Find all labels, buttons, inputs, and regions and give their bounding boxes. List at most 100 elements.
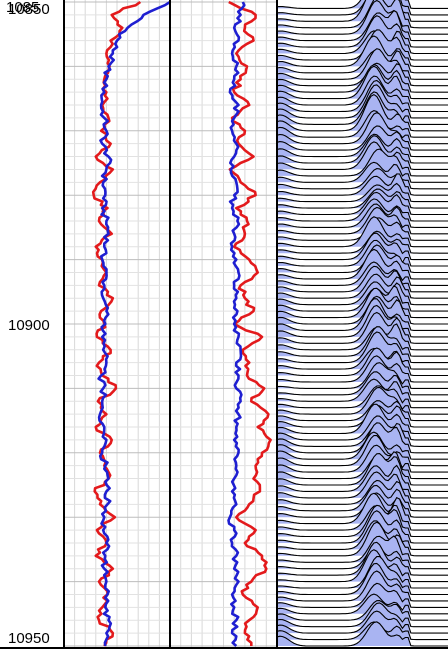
track-1-curve-blue [97, 0, 171, 647]
wiggle-trace-fill [277, 324, 448, 350]
wiggle-trace-fill [277, 173, 448, 196]
wiggle-trace-line [276, 191, 448, 216]
wiggle-trace-fill [277, 563, 448, 595]
wiggle-trace-fill [277, 594, 448, 614]
wiggle-trace-line [276, 593, 448, 615]
wiggle-trace-fill [277, 0, 448, 22]
wiggle-trace-fill [277, 231, 448, 254]
wiggle-trace-line [276, 273, 448, 299]
wiggle-trace-line [276, 84, 448, 119]
wiggle-trace-fill [277, 505, 448, 531]
wiggle-trace-line [276, 521, 448, 557]
wiggle-trace-line [276, 602, 448, 628]
wiggle-trace-fill [277, 520, 448, 550]
wiggle-trace-fill [277, 245, 448, 273]
wiggle-trace-fill [277, 217, 448, 241]
wiggle-trace-line [276, 582, 448, 608]
wiggle-trace-line [276, 188, 448, 209]
wiggle-trace-line [276, 0, 448, 22]
wiggle-trace-line [276, 621, 448, 641]
wiggle-trace-fill [277, 80, 448, 112]
wiggle-trace-line [276, 400, 448, 422]
wiggle-trace-fill [277, 371, 448, 395]
wiggle-trace-line [276, 0, 448, 9]
wiggle-trace-fill [277, 288, 448, 318]
wiggle-trace-line [276, 535, 448, 563]
wiggle-trace-line [276, 261, 448, 286]
wiggle-trace-line [276, 35, 448, 67]
wiggle-trace-line [276, 0, 448, 16]
wiggle-trace-fill [277, 48, 448, 80]
wiggle-trace-line [276, 479, 448, 505]
wiggle-trace-line [276, 133, 448, 158]
wiggle-trace-fill [277, 207, 448, 234]
wiggle-trace-line [276, 326, 448, 357]
wiggle-trace-fill [277, 505, 448, 537]
wiggle-trace-fill [277, 348, 448, 370]
wiggle-trace-line [276, 206, 448, 235]
wiggle-trace-line [276, 65, 448, 100]
wiggle-trace-line [276, 541, 448, 576]
wiggle-trace-fill [277, 480, 448, 505]
wiggle-trace-fill [277, 348, 448, 376]
wiggle-trace-fill [277, 571, 448, 601]
wiggle-trace-fill [277, 10, 448, 41]
wiggle-trace-line [276, 15, 448, 48]
wiggle-trace-fill [277, 332, 448, 363]
wiggle-trace-fill [277, 423, 448, 447]
wiggle-trace-line [276, 298, 448, 331]
wiggle-trace-line [276, 50, 448, 74]
wiggle-trace-fill [277, 602, 448, 627]
wiggle-trace-fill [277, 189, 448, 209]
wiggle-trace-fill [277, 416, 448, 440]
wiggle-trace-fill [277, 240, 448, 266]
wiggle-trace-line [276, 549, 448, 583]
wiggle-trace-fill [277, 536, 448, 563]
wiggle-trace-line [276, 311, 448, 344]
wiggle-trace-line [276, 504, 448, 531]
wiggle-trace-fill [277, 621, 448, 646]
wiggle-trace-fill [277, 451, 448, 479]
wiggle-trace-line [276, 504, 448, 538]
wiggle-trace-fill [277, 64, 448, 93]
wiggle-trace-line [276, 555, 448, 589]
wiggle-trace-fill [277, 545, 448, 569]
wiggle-trace-line [276, 9, 448, 42]
wiggle-trace-line [276, 304, 448, 338]
wiggle-trace-line [276, 216, 448, 248]
wiggle-trace-fill [277, 583, 448, 608]
wiggle-trace-fill [277, 400, 448, 421]
wiggle-trace-line [276, 403, 448, 435]
wiggle-trace-line [276, 362, 448, 389]
wiggle-trace-fill [277, 0, 448, 28]
wiggle-trace-line [276, 0, 448, 35]
wiggle-trace-line [276, 125, 448, 151]
wiggle-trace-line [276, 281, 448, 306]
depth-tick-label-10900: 10900 [8, 317, 50, 334]
depth-tick-label-10950: 10950 [8, 630, 50, 647]
wiggle-trace-line [276, 248, 448, 280]
wiggle-trace-fill [277, 305, 448, 337]
wiggle-trace-line [276, 386, 448, 415]
wiggle-trace-fill [277, 110, 448, 138]
wiggle-trace-fill [277, 125, 448, 151]
wiggle-trace-fill [277, 76, 448, 105]
wiggle-trace-fill [277, 298, 448, 331]
wiggle-trace-line [276, 471, 448, 499]
wiggle-trace-line [276, 520, 448, 550]
wiggle-trace-line [276, 570, 448, 602]
wiggle-trace-fill [277, 204, 448, 228]
wiggle-trace-fill [277, 355, 448, 382]
wiggle-trace-line [276, 79, 448, 113]
wiggle-trace-line [276, 161, 448, 183]
track-2-curve-blue [227, 1, 246, 647]
wiggle-trace-line [276, 111, 448, 145]
wiggle-trace-fill [277, 50, 448, 73]
wiggle-trace-line [276, 148, 448, 177]
wiggle-trace-line [276, 295, 448, 325]
wiggle-trace-line [276, 371, 448, 396]
wiggle-trace-fill [277, 29, 448, 60]
wiggle-trace-fill [277, 233, 448, 260]
